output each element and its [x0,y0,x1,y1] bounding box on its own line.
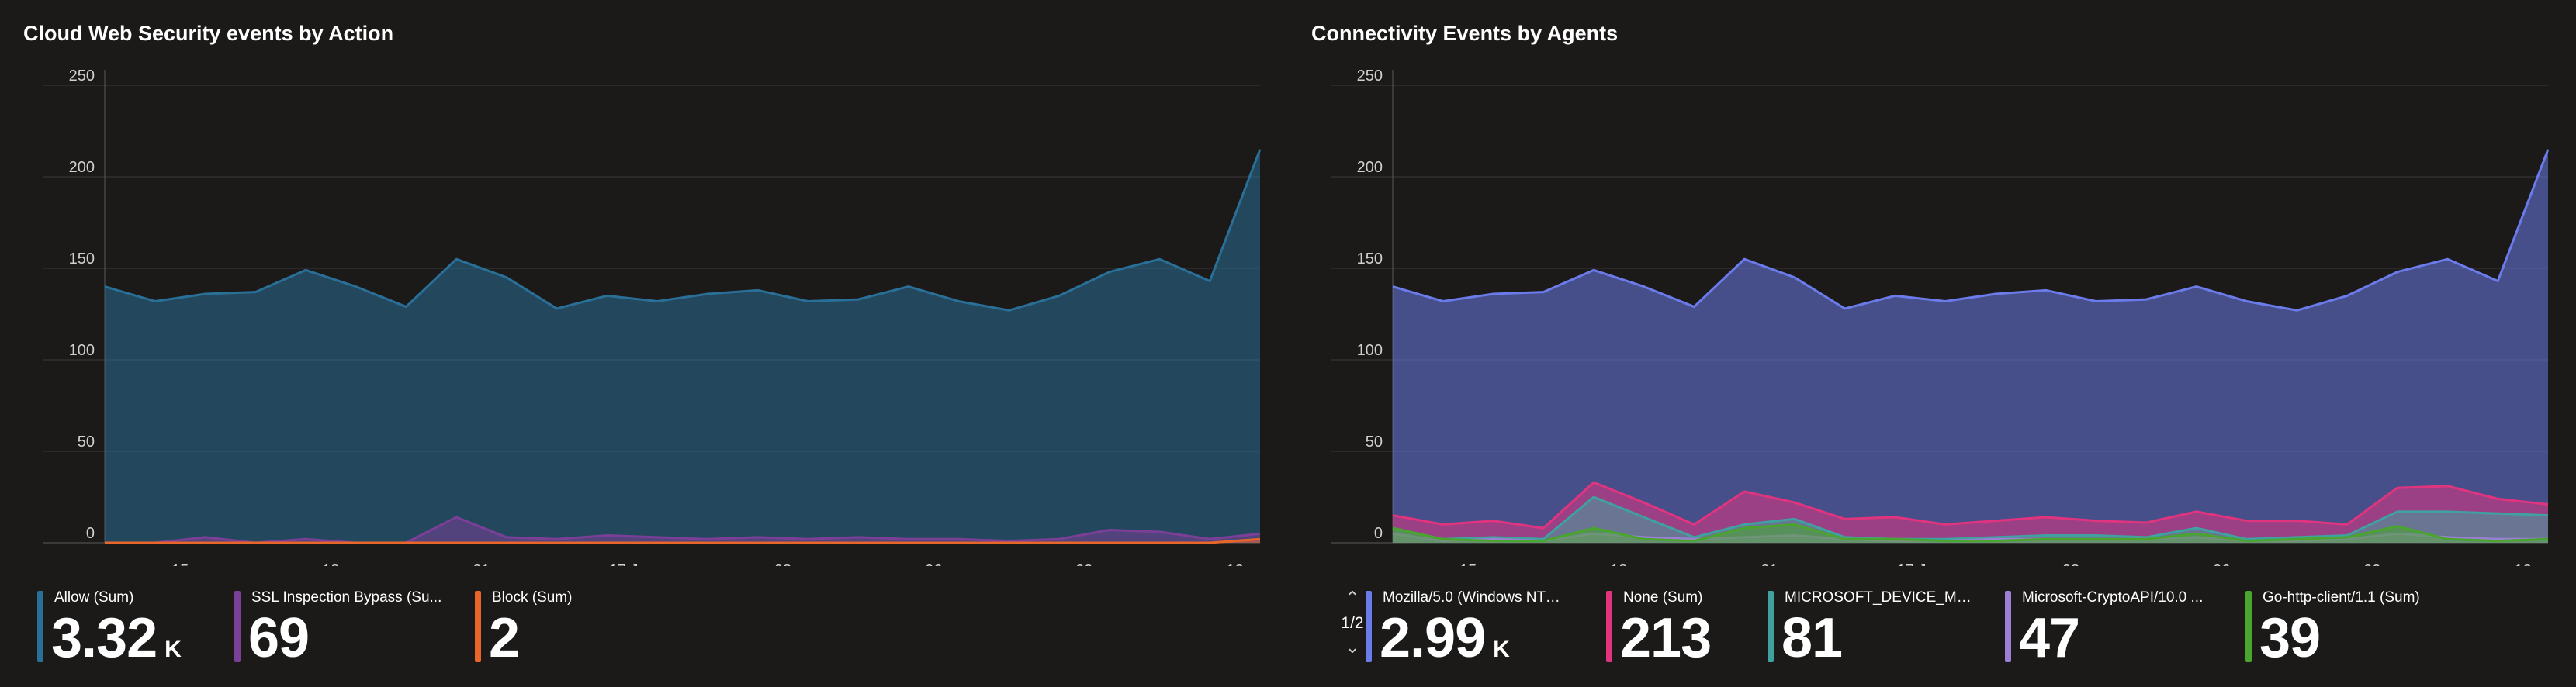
legend-label: Block (Sum) [492,589,573,606]
legend-swatch [37,591,43,662]
legend-item-microsoft-device[interactable]: MICROSOFT_DEVICE_ME... 81 [1768,589,1979,669]
series-area [1393,149,2548,543]
legend-value: 2 [489,607,520,669]
x-tick-label: 18 [1610,562,1627,566]
series-line [105,516,1261,544]
x-tick-label: 21 [1761,562,1778,566]
y-tick-label: 150 [1357,250,1383,268]
y-tick-label: 250 [69,67,95,85]
x-tick-label: 09 [2363,562,2380,566]
legend-swatch [2005,591,2011,662]
legend-item-cryptoapi[interactable]: Microsoft-CryptoAPI/10.0 ... 47 [2005,589,2214,669]
series-line [104,149,1262,312]
legend-swatch [1366,591,1372,662]
chart-panel-connectivity: Connectivity Events by Agents 0 50 100 150 2… [1288,0,2576,687]
series-line [1392,481,2549,530]
series-line [1392,495,2549,540]
y-tick-label: 0 [1374,525,1383,542]
legend-value: 47 [2019,607,2080,669]
series-line [105,537,1261,544]
area-chart: 0 50 100 150 200 250 15 18 21 17 Jan 03 06 09 12 [1331,67,2550,566]
y-tick-label: 150 [69,250,95,268]
chevron-down-icon[interactable]: ⌄ [1345,637,1360,657]
legend-item-go-http[interactable]: Go-http-client/1.1 (Sum) 39 [2245,589,2478,669]
x-tick-label: 15 [1459,562,1477,566]
legend-value: 213 [1620,607,1712,669]
legend-value: 81 [1781,607,1843,669]
series-line [1392,523,2549,543]
y-tick-label: 200 [69,159,95,176]
legend-label: MICROSOFT_DEVICE_ME... [1785,589,1979,606]
y-tick-label: 200 [1357,159,1383,176]
legend-item-block[interactable]: Block (Sum) 2 [475,589,630,669]
y-tick-label: 250 [1357,67,1383,85]
x-tick-label: 12 [1227,562,1244,566]
legend-pager: ⌃ 1/2 ⌄ [1335,589,1370,667]
legend-value: 39 [2259,607,2321,669]
x-tick-label: 03 [2062,562,2079,566]
legend-item-none[interactable]: None (Sum) 213 [1606,589,1761,669]
x-tick-label: 17 Jan [1897,562,1944,566]
y-tick-label: 50 [78,433,95,451]
x-tick-label: 18 [322,562,339,566]
series-line [1392,149,2550,312]
legend-item-mozilla[interactable]: Mozilla/5.0 (Windows NT ... 2.99 K [1366,589,1567,669]
x-tick-label: 06 [2213,562,2230,566]
panel-title: Connectivity Events by Agents [1311,22,1619,45]
panel-title: Cloud Web Security events by Action [23,22,394,45]
legend-swatch [2245,591,2252,662]
y-tick-label: 100 [69,342,95,359]
legend-item-ssl-bypass[interactable]: SSL Inspection Bypass (Su... 69 [234,589,441,669]
legend-label: Allow (Sum) [54,589,134,606]
legend-item-allow[interactable]: Allow (Sum) 3.32 K [37,589,216,669]
series-area [105,149,1260,543]
x-tick-label: 15 [171,562,189,566]
legend-swatch [1606,591,1612,662]
series-area [105,516,1260,543]
area-chart: 0 50 100 150 200 250 15 18 21 17 Jan 03 06 09 12 [43,67,1262,566]
chevron-up-icon[interactable]: ⌃ [1345,588,1360,607]
legend-value: 2.99 K [1380,607,1510,669]
legend-value: 69 [248,607,310,669]
pager-label: 1/2 [1341,614,1364,632]
x-tick-label: 09 [1075,562,1092,566]
y-tick-label: 50 [1366,433,1383,451]
legend-value: 3.32 K [51,607,182,669]
legend-label: None (Sum) [1623,589,1703,606]
series-area [1393,482,2548,543]
chart-panel-cws: Cloud Web Security events by Action 0 50 1… [23,22,1262,669]
x-tick-label: 17 Jan [609,562,656,566]
legend-label: Mozilla/5.0 (Windows NT ... [1383,589,1561,606]
x-tick-label: 21 [473,562,490,566]
x-tick-label: 12 [2515,562,2532,566]
y-tick-label: 100 [1357,342,1383,359]
legend-label: Go-http-client/1.1 (Sum) [2263,589,2420,606]
legend-label: SSL Inspection Bypass (Su... [251,589,442,606]
legend-swatch [234,591,241,662]
x-tick-label: 06 [925,562,942,566]
legend-label: Microsoft-CryptoAPI/10.0 ... [2022,589,2204,606]
y-tick-label: 0 [86,525,95,542]
x-tick-label: 03 [774,562,791,566]
legend-swatch [475,591,481,662]
legend-swatch [1768,591,1774,662]
